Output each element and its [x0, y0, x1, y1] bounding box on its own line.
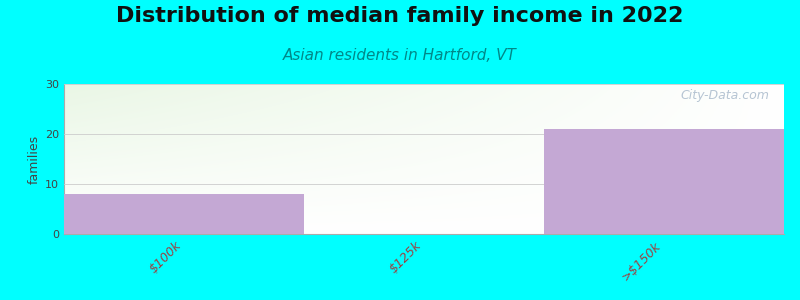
Text: Asian residents in Hartford, VT: Asian residents in Hartford, VT [283, 48, 517, 63]
Text: Distribution of median family income in 2022: Distribution of median family income in … [116, 6, 684, 26]
Text: City-Data.com: City-Data.com [681, 88, 770, 101]
Bar [64, 194, 304, 234]
Y-axis label: families: families [28, 134, 41, 184]
Bar [544, 129, 784, 234]
